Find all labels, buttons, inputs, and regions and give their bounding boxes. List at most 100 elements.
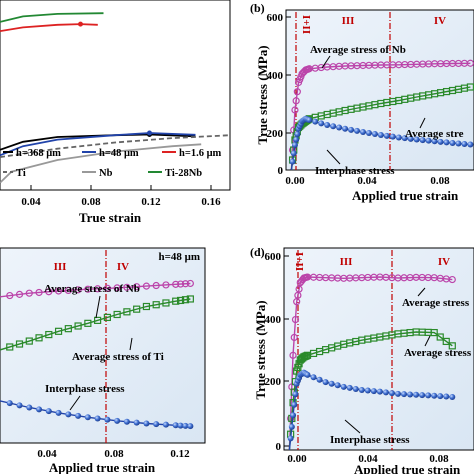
d-xtick-label: 0.04 <box>358 453 378 465</box>
panel-b-series-group <box>288 59 474 171</box>
panel-d-ti-marker <box>442 337 450 346</box>
panel-c-anno-nb: Average stress of Nb <box>44 283 140 295</box>
panel-c-anno-interphase: Interphase stress <box>45 383 125 395</box>
panel-c-ti-marker <box>25 337 33 345</box>
panel-c-nb-marker <box>45 288 53 296</box>
panel-a-x-axis-title: True strain <box>79 210 142 225</box>
panel-c-nb-marker <box>142 282 151 290</box>
panel-d-interphase-marker <box>425 392 432 399</box>
panel-a: h=368 μm h=48 μm h=1.6 μm Ti Nb Ti-28Nb … <box>0 0 231 225</box>
panel-b-interphase-marker <box>467 141 474 148</box>
panel-c-interphase-marker <box>182 422 189 429</box>
panel-d-region-iv: IV <box>438 256 450 268</box>
panel-b-nb-marker <box>466 59 474 67</box>
panel-c-ti-marker <box>186 295 194 303</box>
panel-c-interphase-marker <box>45 408 52 415</box>
panel-d-interphase-marker <box>358 387 365 394</box>
panel-c-ti-marker <box>94 316 102 324</box>
panel-b-region-iii: III <box>342 15 355 27</box>
d-ytick-label: 200 <box>265 376 282 388</box>
panel-d-interphase-marker <box>304 371 311 378</box>
panel-b-interphase-marker <box>401 135 408 142</box>
panel-c-ti-marker <box>142 302 151 311</box>
panel-c-interphase-marker <box>172 422 179 429</box>
panel-d-plot-area <box>283 247 474 451</box>
panel-d-arrow-ti <box>424 335 431 347</box>
panel-c-ti-marker <box>64 325 72 333</box>
panel-c-series-line-interphase-stress <box>0 400 191 427</box>
legend-label-h48: h=48 μm <box>99 148 139 159</box>
panel-c-ti-marker <box>133 305 141 313</box>
panel-c-ti-marker <box>35 334 43 342</box>
panel-b-interphase-marker <box>312 118 319 125</box>
panel-d-ti-marker <box>293 367 301 375</box>
panel-b-interphase-marker <box>365 130 372 136</box>
panel-d-label: (d) <box>250 245 265 259</box>
panel-b-nb-marker <box>292 97 300 105</box>
b-xtick-label: 0.08 <box>430 175 450 187</box>
panel-b-label: (b) <box>250 1 265 15</box>
a-xtick-label: 0.04 <box>21 196 41 208</box>
panel-c-nb-marker <box>103 284 111 292</box>
panel-c-interphase-marker <box>65 411 72 418</box>
panel-c-arrow-nb <box>95 295 101 319</box>
panel-d-nb-marker <box>289 351 297 359</box>
panel-d-interphase-marker <box>449 393 456 400</box>
panel-b-y-ticks: 0 200 400 600 <box>267 12 291 177</box>
panel-c-plot-area <box>0 247 206 444</box>
panel-d-interphase-marker <box>370 388 377 395</box>
panel-c-x-ticks: 0.04 0.08 0.12 <box>37 448 190 460</box>
panel-d-interphase-marker <box>290 412 297 419</box>
panel-c-interphase-marker <box>84 414 91 421</box>
panel-b-interphase-marker <box>455 140 462 147</box>
panel-c-interphase-marker <box>187 423 194 430</box>
panel-b-interphase-marker <box>354 127 361 134</box>
panel-d-ti-marker <box>448 342 456 350</box>
d-ytick-label: 0 <box>276 441 282 453</box>
panel-c-nb-marker <box>133 283 141 291</box>
panel-c-ti-marker <box>123 308 131 316</box>
panel-c-arrow-interphase <box>69 395 81 411</box>
panel-c-interphase-marker <box>16 402 23 409</box>
panel-b-interphase-marker <box>389 133 396 140</box>
panel-d-interphase-marker <box>364 387 371 394</box>
panel-b-anno-interphase: Interphase stress <box>315 165 395 177</box>
panel-c-ti-marker <box>152 301 160 309</box>
panel-c-nb-marker <box>94 285 102 293</box>
a-xtick-label: 0.08 <box>81 196 101 208</box>
panel-a-series-line-h-1-6-m <box>0 23 98 32</box>
panel-b-interphase-marker <box>395 134 402 141</box>
d-xtick-label: 0.00 <box>287 453 307 465</box>
panel-c-nb-marker <box>176 280 185 288</box>
panel-c-interphase-marker <box>162 421 169 428</box>
panel-d: I+II III IV Average stress Average stres… <box>250 245 474 474</box>
panel-d-region-i-ii: I+II <box>293 252 305 271</box>
panel-b-nb-marker <box>291 106 299 114</box>
panel-c-nb-marker <box>172 280 180 288</box>
d-ytick-label: 600 <box>265 251 282 263</box>
panel-b-interphase-marker <box>324 122 331 128</box>
legend-label-ti: Ti <box>16 168 26 179</box>
panel-c-anno-ti: Average stress of Ti <box>72 351 164 363</box>
panel-a-data-point <box>78 21 83 27</box>
panel-b-interphase-marker <box>377 132 384 138</box>
panel-b-arrow-nb <box>321 55 331 69</box>
panel-c-region-iv: IV <box>117 261 129 273</box>
panel-c-header: h=48 μm <box>158 251 200 263</box>
panel-b-interphase-marker <box>336 124 343 131</box>
panel-b: I+II III IV Average stress of Nb Average… <box>250 1 474 203</box>
panel-d-interphase-marker <box>395 390 401 397</box>
d-xtick-label: 0.08 <box>429 453 449 465</box>
panel-c-nb-marker <box>162 281 170 289</box>
panel-b-nb-marker <box>293 88 301 96</box>
b-ytick-label: 200 <box>267 128 284 140</box>
panel-c-ti-marker <box>181 296 190 304</box>
panel-d-interphase-marker <box>322 379 329 386</box>
panel-d-nb-marker <box>448 275 456 284</box>
panel-b-interphase-marker <box>290 150 297 157</box>
panel-b-interphase-marker <box>291 142 298 148</box>
panel-d-interphase-marker <box>328 380 335 387</box>
panel-c-interphase-marker <box>143 420 150 427</box>
panel-b-interphase-marker <box>413 136 420 143</box>
a-xtick-label: 0.16 <box>201 196 221 208</box>
